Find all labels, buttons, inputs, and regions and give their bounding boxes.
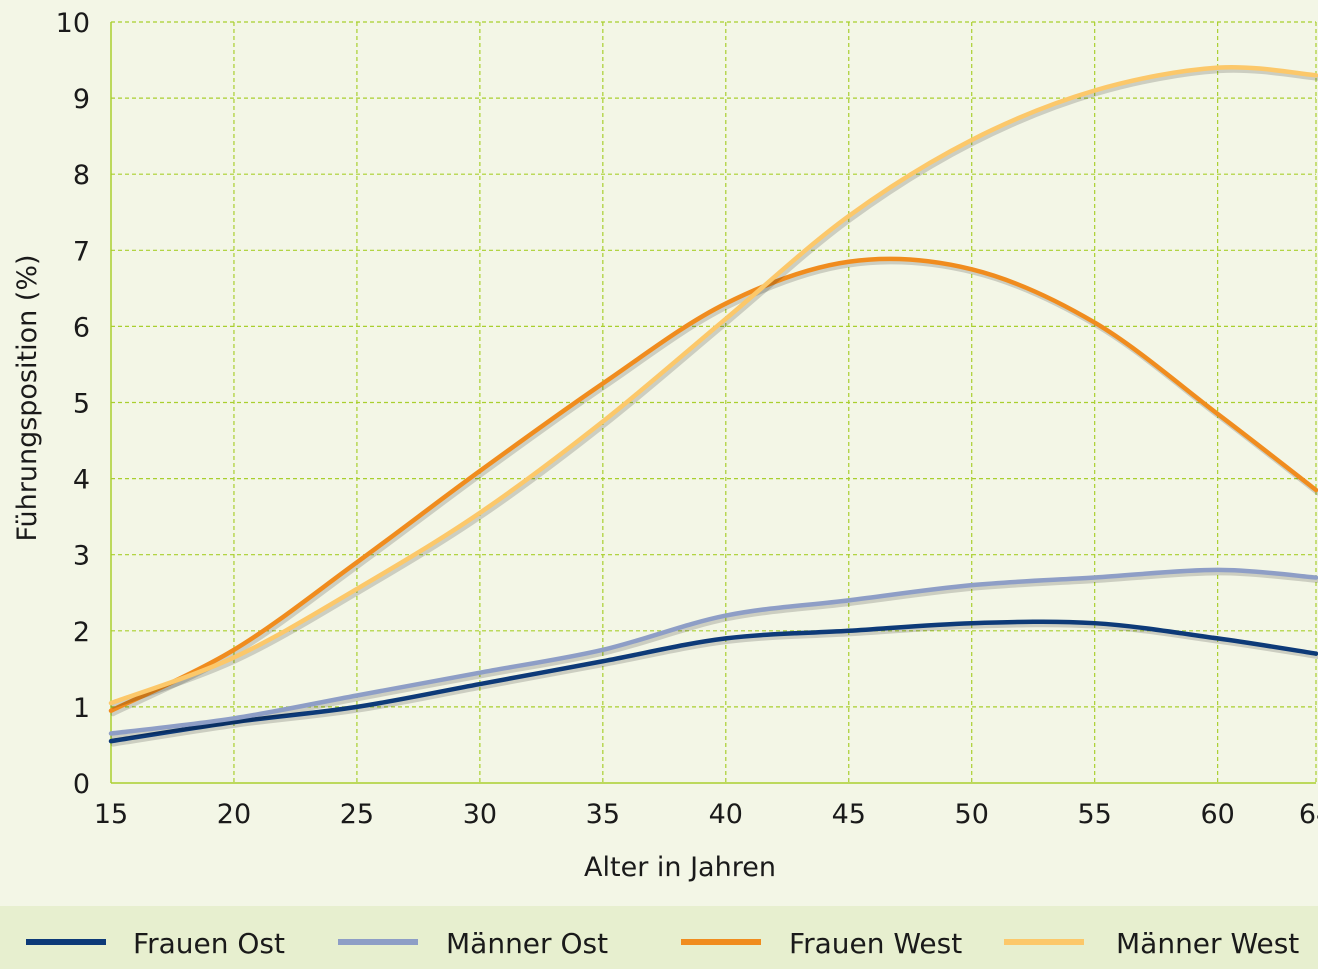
series-line-shadow-frauen-ost: [110, 622, 1318, 747]
y-tick-label: 1: [73, 693, 90, 724]
x-tick-label: 60: [1200, 799, 1234, 830]
series-line-maenner-west: [108, 64, 1318, 706]
series-line-shadow-maenner-ost: [110, 570, 1318, 740]
x-tick-label: 25: [340, 799, 374, 830]
series-line-maenner-ost: [108, 567, 1318, 736]
y-tick-label: 7: [73, 236, 90, 267]
legend-band: [0, 906, 1318, 969]
y-tick-label: 9: [73, 84, 90, 115]
y-tick-label: 5: [73, 389, 90, 420]
grid: [111, 21, 1317, 783]
x-axis-title: Alter in Jahren: [584, 852, 776, 883]
y-tick-label: 10: [56, 8, 90, 39]
x-tick-label: 30: [463, 799, 497, 830]
x-tick-label: 40: [709, 799, 743, 830]
y-tick-label: 6: [73, 312, 90, 343]
series-line-shadow-maenner-west: [110, 67, 1318, 709]
series-line-frauen-west: [108, 256, 1318, 713]
x-tick-label: 20: [217, 799, 251, 830]
x-tick-label: 64: [1299, 799, 1318, 830]
legend-label-frauen-ost: Frauen Ost: [133, 927, 285, 960]
axes: 0123456789101520253035404550556064: [56, 8, 1318, 830]
x-tick-label: 45: [832, 799, 866, 830]
legend-label-maenner-ost: Männer Ost: [446, 927, 608, 960]
y-tick-label: 3: [73, 541, 90, 572]
series-lines: [108, 64, 1318, 747]
series-line-frauen-ost: [108, 619, 1318, 744]
y-tick-label: 4: [73, 465, 90, 496]
x-tick-label: 55: [1077, 799, 1111, 830]
y-axis-title: Führungsposition (%): [12, 254, 43, 541]
y-tick-label: 2: [73, 617, 90, 648]
x-tick-label: 50: [955, 799, 989, 830]
y-tick-label: 8: [73, 160, 90, 191]
legend-label-frauen-west: Frauen West: [789, 927, 962, 960]
legend-label-maenner-west: Männer West: [1116, 927, 1299, 960]
legend: Frauen Ost Männer Ost Frauen West Männer We…: [26, 927, 1299, 960]
x-tick-label: 35: [586, 799, 620, 830]
y-tick-label: 0: [73, 769, 90, 800]
x-tick-label: 15: [94, 799, 128, 830]
